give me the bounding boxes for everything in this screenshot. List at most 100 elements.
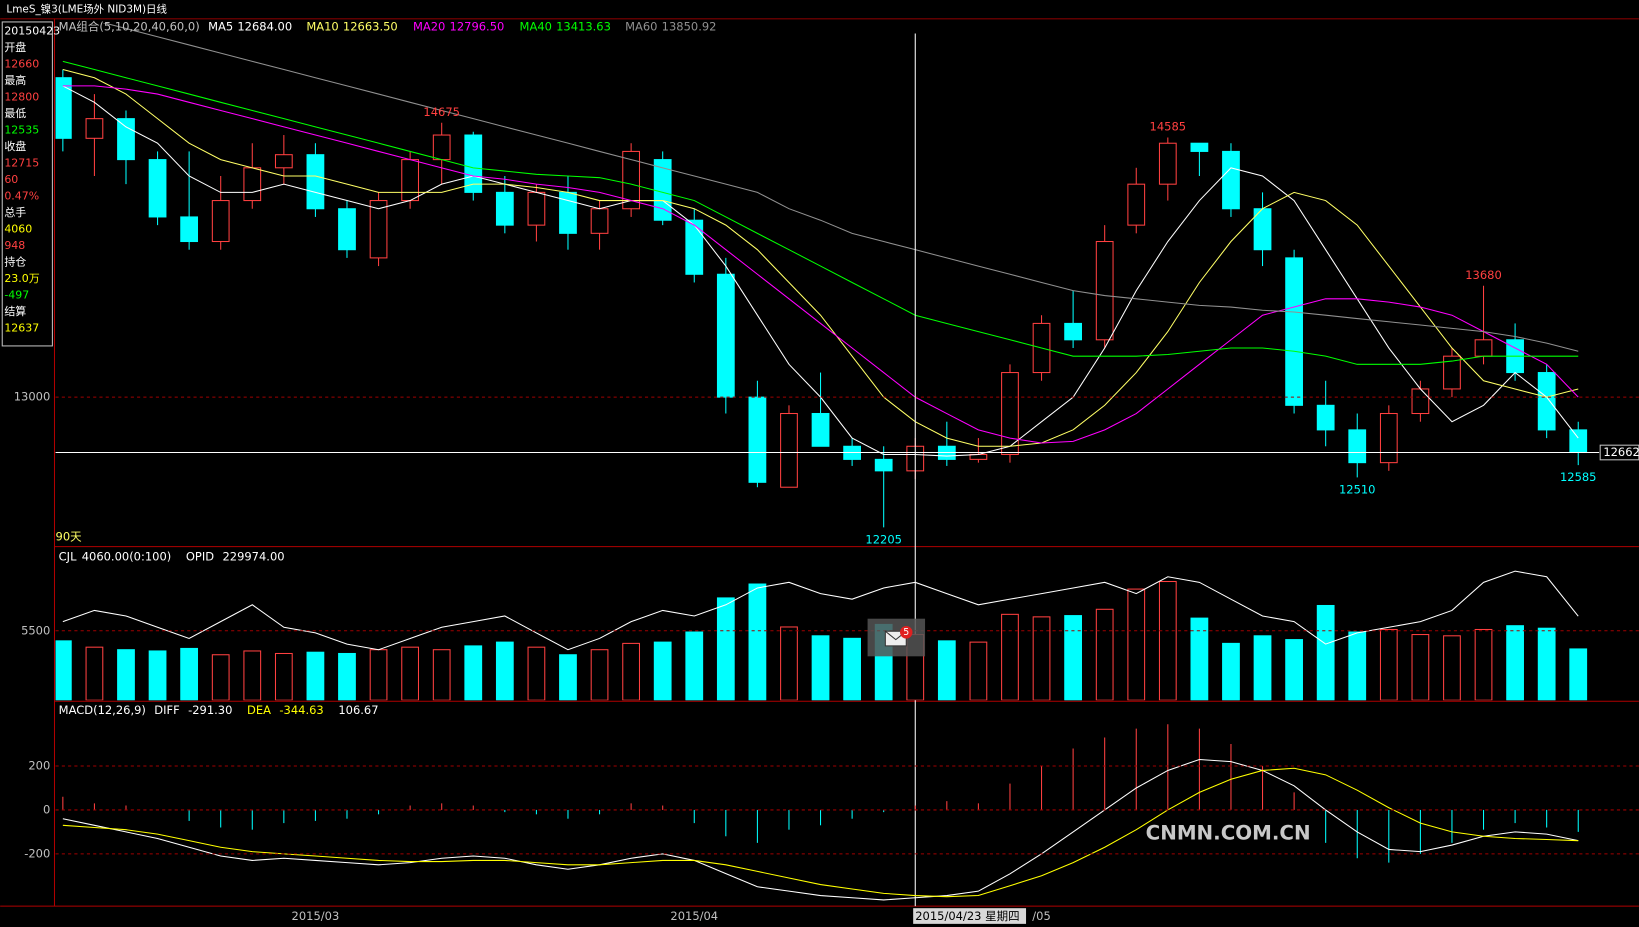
- indicator-line: [62, 60, 1579, 365]
- candle-body: [117, 118, 135, 161]
- info-text: 持仓: [4, 255, 26, 269]
- volume-bar: [811, 635, 830, 701]
- candle-body: [306, 154, 325, 210]
- y-tick-label: 13000: [14, 390, 51, 404]
- candle-body: [211, 200, 230, 243]
- volume-bar: [1095, 608, 1114, 701]
- candle-body: [1127, 183, 1146, 226]
- price-plot: [55, 22, 1588, 528]
- header-text: 12684.00: [237, 20, 292, 34]
- candle-body: [622, 150, 641, 210]
- volume-plot: [55, 570, 1588, 701]
- candle-body: [85, 118, 104, 139]
- title-bar: [0, 0, 1639, 19]
- info-panel: [1, 21, 53, 347]
- info-text: 12535: [4, 123, 39, 136]
- info-text: 12660: [4, 57, 39, 70]
- volume-bar: [937, 640, 956, 701]
- indicator-line: [62, 570, 1579, 651]
- candle-body: [1095, 240, 1114, 341]
- volume-bar: [274, 652, 293, 701]
- info-text: 最高: [4, 73, 26, 87]
- extreme-label: 12205: [865, 532, 902, 546]
- volume-bar: [653, 641, 672, 701]
- volume-bar: [1411, 634, 1430, 701]
- header-text: OPID: [186, 550, 214, 564]
- header-text: 229974.00: [222, 550, 284, 564]
- y-tick-label: 0: [43, 802, 50, 816]
- info-text: 60: [4, 173, 18, 186]
- info-text: -497: [4, 289, 29, 302]
- candle-body: [780, 412, 798, 488]
- indicator-line: [62, 758, 1579, 901]
- header-text: DIFF: [154, 703, 179, 717]
- candle-body: [401, 159, 420, 202]
- volume-bar: [559, 654, 577, 701]
- volume-bar: [527, 646, 546, 701]
- candle-body: [811, 412, 830, 447]
- x-tick-label: 2015/04: [670, 909, 718, 923]
- volume-bar: [1537, 627, 1556, 701]
- info-text: 结算: [4, 304, 26, 318]
- volume-bar: [1285, 639, 1303, 701]
- volume-bar: [495, 641, 514, 701]
- header-text: MA60: [625, 20, 657, 34]
- info-text: 开盘: [4, 40, 26, 54]
- x-tick-label: /05: [1032, 909, 1050, 923]
- volume-bar: [1348, 631, 1367, 701]
- candle-body: [464, 134, 483, 193]
- volume-bar: [622, 642, 641, 701]
- header-text: MA5: [208, 20, 233, 34]
- header-text: 106.67: [338, 703, 378, 717]
- header-text: 12796.50: [450, 20, 505, 34]
- volume-bar: [180, 647, 199, 701]
- candle-body: [685, 219, 704, 275]
- volume-bar: [211, 654, 230, 701]
- header-text: MA20: [413, 20, 445, 34]
- volume-bar: [1569, 648, 1588, 701]
- watermark: CNMN.COM.CN: [1146, 821, 1311, 844]
- candle-body: [874, 458, 893, 472]
- header-text: 4060.00(0:100): [82, 550, 172, 564]
- info-text: 收盘: [4, 139, 26, 153]
- info-text: 0.47%: [4, 189, 39, 202]
- volume-bar: [748, 583, 767, 701]
- header-text: -344.63: [279, 703, 323, 717]
- candle-body: [1443, 355, 1461, 390]
- candle-body: [653, 159, 672, 221]
- indicator-line: [62, 68, 1579, 447]
- info-text: 12637: [4, 322, 39, 335]
- volume-bar: [117, 649, 135, 701]
- candle-body: [1316, 404, 1335, 431]
- candle-body: [274, 154, 293, 169]
- volume-bar: [243, 650, 262, 701]
- candle-body: [369, 200, 388, 259]
- volume-bar: [1190, 617, 1209, 701]
- candle-body: [590, 208, 609, 234]
- extreme-label: 14675: [423, 105, 460, 119]
- candle-body: [148, 159, 167, 218]
- info-text: 23.0万: [4, 272, 39, 285]
- candle-body: [1348, 429, 1367, 464]
- mail-icon[interactable]: 5: [867, 618, 926, 657]
- candle-body: [1379, 412, 1398, 464]
- volume-bar: [1222, 642, 1240, 701]
- indicator-line: [102, 22, 1579, 352]
- y-tick-label: -200: [24, 846, 50, 860]
- candle-body: [1285, 257, 1303, 406]
- period-label: 90天: [56, 530, 83, 544]
- header-text: 12663.50: [343, 20, 398, 34]
- volume-bar: [432, 649, 451, 701]
- header-text: MA40: [520, 20, 552, 34]
- volume-bar: [590, 649, 609, 701]
- volume-bar: [780, 626, 798, 701]
- header-text: MA10: [306, 20, 338, 34]
- badge-count: 5: [903, 627, 909, 638]
- volume-bar: [716, 597, 735, 701]
- volume-bar: [1064, 615, 1082, 701]
- header-text: 13850.92: [662, 20, 717, 34]
- y-tick-label: 200: [28, 759, 50, 773]
- header-text: -291.30: [188, 703, 232, 717]
